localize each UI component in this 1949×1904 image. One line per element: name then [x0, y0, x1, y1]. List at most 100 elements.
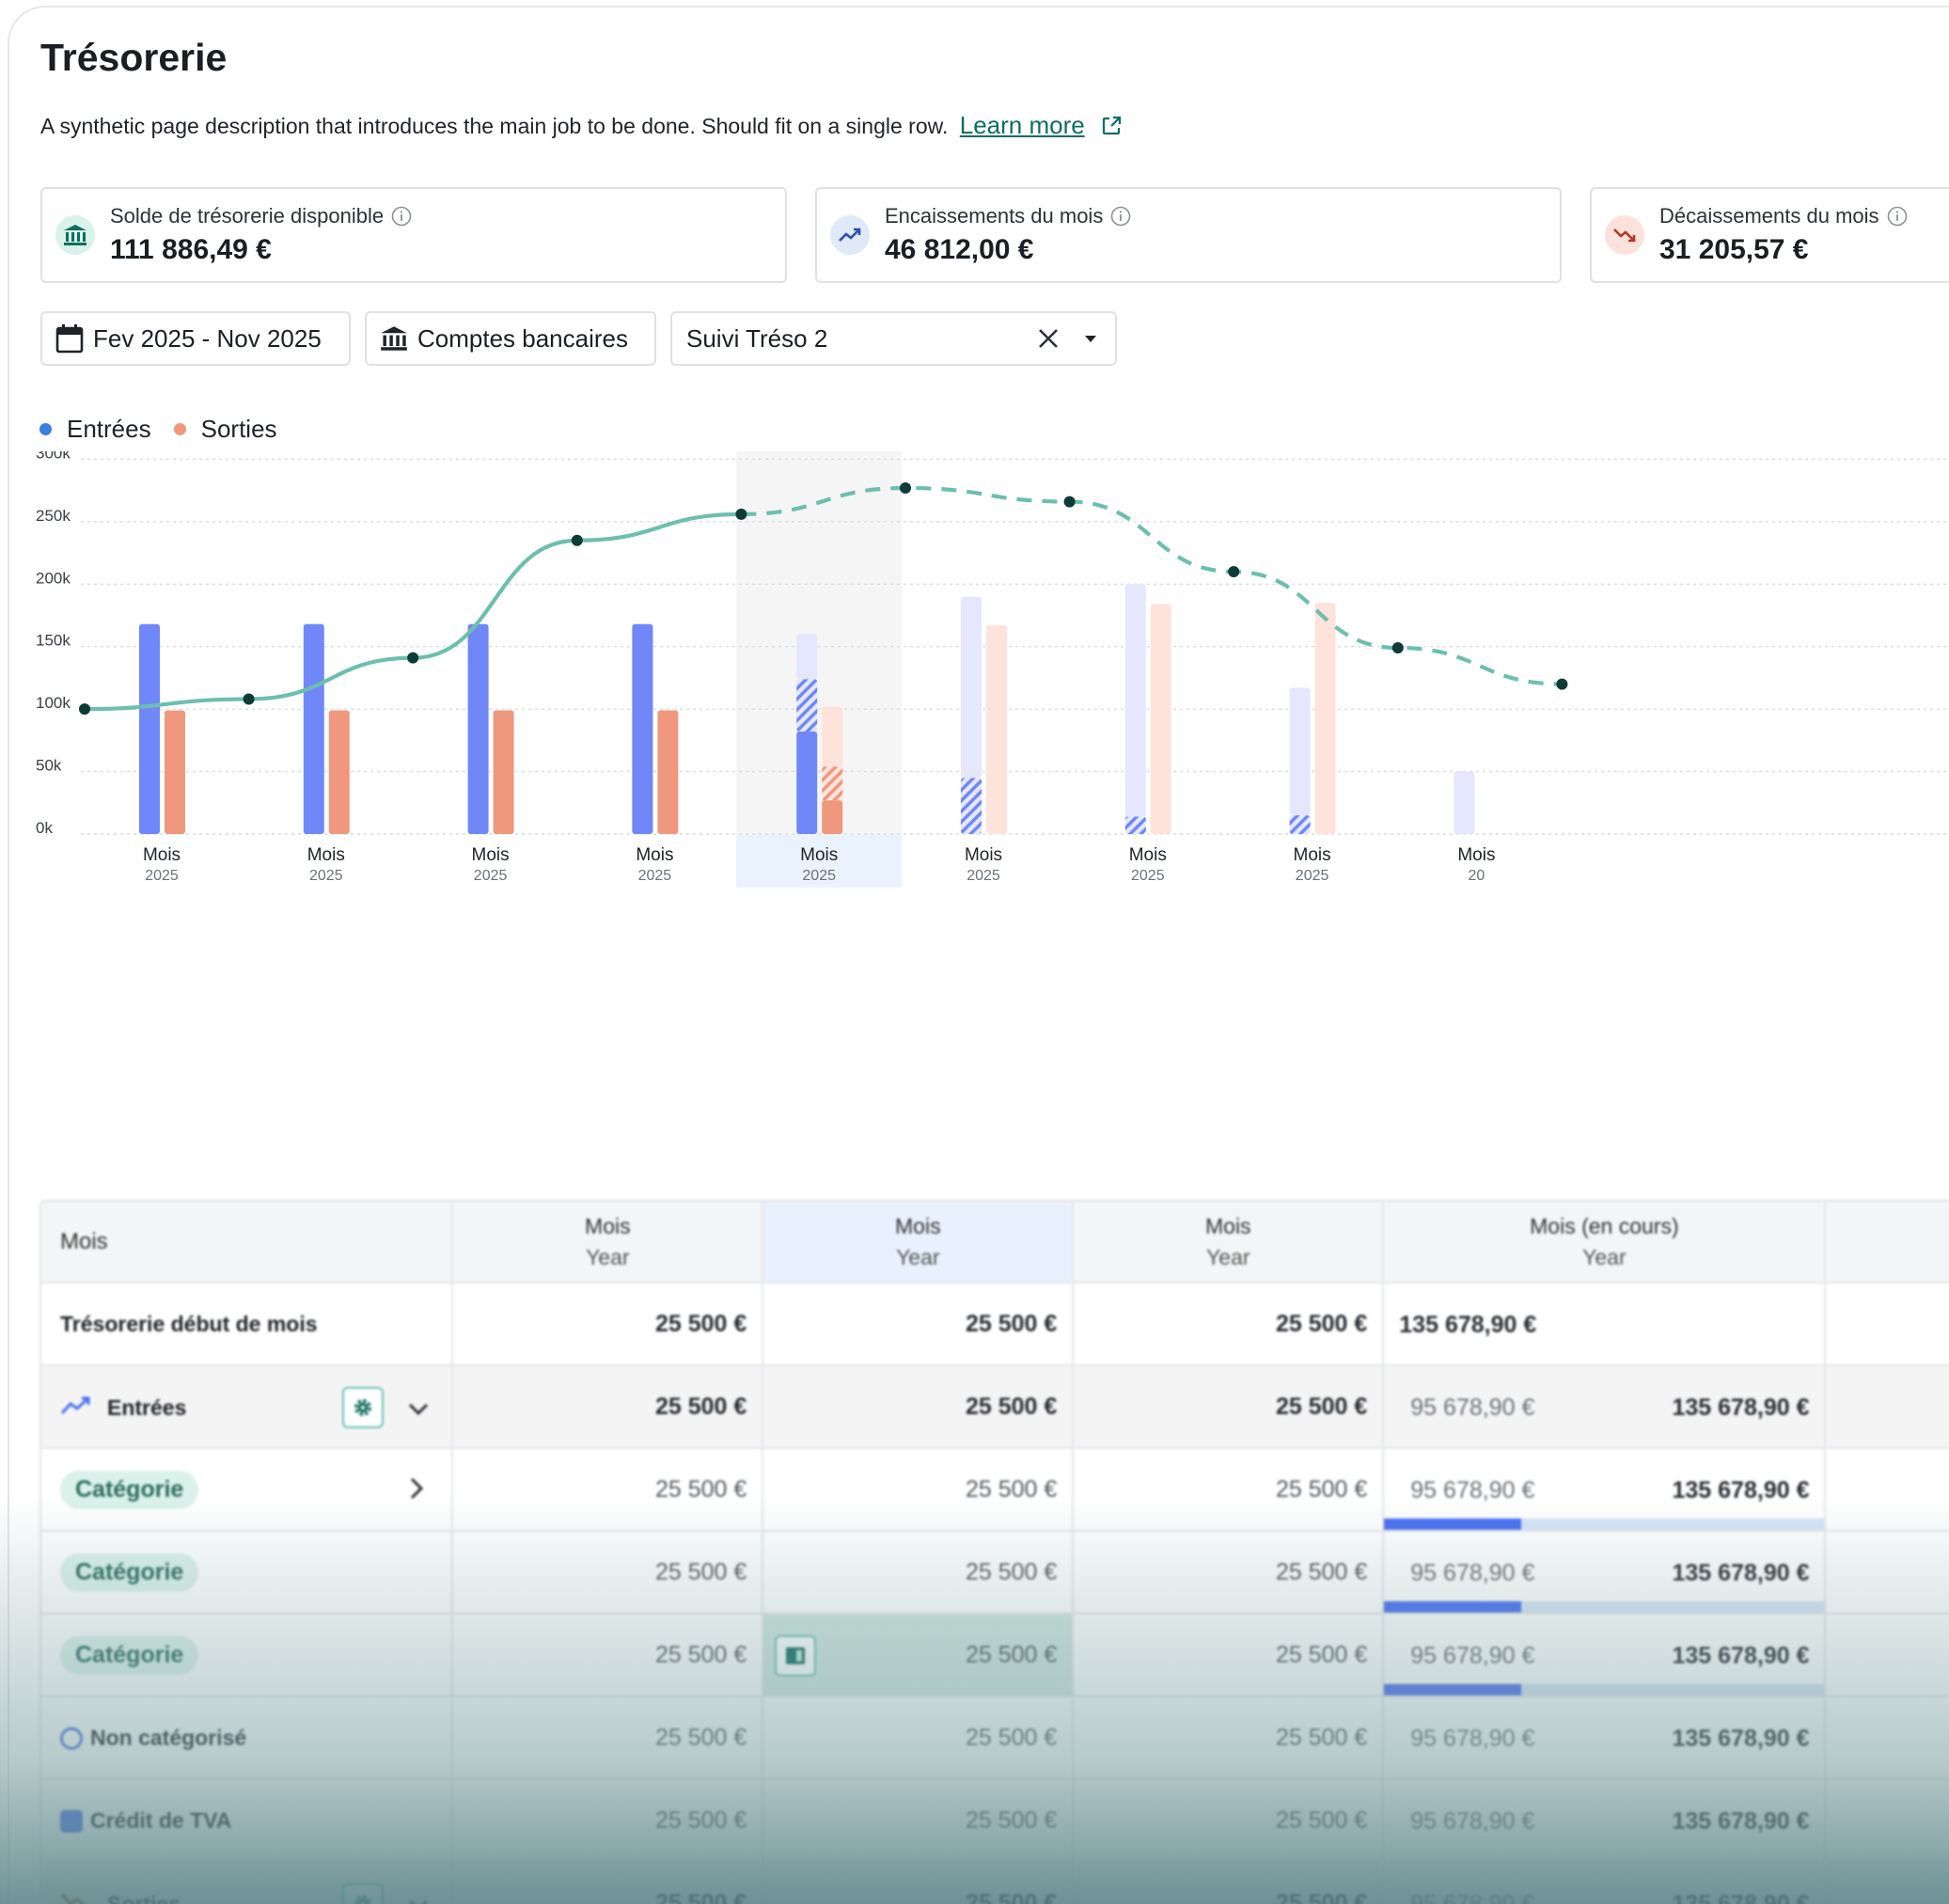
- chevron-right-icon[interactable]: [410, 1477, 424, 1505]
- clear-icon[interactable]: [1036, 326, 1061, 357]
- inflow-bar-hatched: [961, 778, 982, 834]
- table-cell[interactable]: 25 500 €: [762, 1365, 1075, 1449]
- outflow-bar-actual: [657, 710, 679, 834]
- table-cell[interactable]: 25 500 €: [1073, 1779, 1385, 1863]
- table-cell[interactable]: 25 500 €: [452, 1862, 764, 1904]
- table-cell-current[interactable]: 95 678,90 € 135 678,90 €: [1383, 1779, 1827, 1863]
- panel-icon[interactable]: [775, 1635, 817, 1676]
- table-cell-current[interactable]: 95 678,90 € 135 678,90 €: [1383, 1613, 1827, 1697]
- chevron-down-icon[interactable]: [1085, 336, 1096, 342]
- legend-item-outflows[interactable]: Sorties: [173, 415, 277, 444]
- table-cell[interactable]: 25 500 €: [762, 1862, 1075, 1904]
- table-cell[interactable]: 25 500 €: [1073, 1282, 1385, 1366]
- table-cell[interactable]: 25 500 €: [1073, 1531, 1385, 1614]
- column-header[interactable]: Mois Year: [452, 1202, 764, 1283]
- balance-point: [1391, 642, 1404, 654]
- category-chip[interactable]: Catégorie: [60, 1552, 199, 1592]
- table-cell[interactable]: 25 500 €: [762, 1696, 1075, 1780]
- info-icon[interactable]: [1887, 206, 1908, 232]
- outflow-bar-actual: [328, 710, 350, 834]
- column-title: Mois: [1205, 1213, 1251, 1238]
- kpi-value: 111 886,49 €: [110, 234, 272, 265]
- table-cell[interactable]: 25 500 €: [452, 1531, 764, 1614]
- kpi-label-text: Décaissements du mois: [1659, 204, 1879, 228]
- trend-down-icon: [60, 1891, 92, 1904]
- table-cell[interactable]: 25 500 €: [452, 1282, 764, 1366]
- table-cell[interactable]: 25 500 €: [1073, 1696, 1385, 1780]
- table-row-outflows[interactable]: Sorties 25 500 € 25 500 € 25 500 € 95 67…: [41, 1862, 1949, 1904]
- outflow-bar-forecast: [822, 706, 843, 767]
- description-text: A synthetic page description that introd…: [40, 114, 949, 138]
- row-label: Sorties: [107, 1892, 181, 1904]
- table-cell-current[interactable]: 95 678,90 € 135 678,90 €: [1383, 1365, 1827, 1449]
- table-cell[interactable]: 25 500 €: [762, 1531, 1075, 1614]
- table-row-inflows[interactable]: Entrées 25 500 € 25 500 € 25 500 € 95 67…: [41, 1365, 1949, 1449]
- column-header[interactable]: Mois Year: [1073, 1202, 1385, 1283]
- balance-point: [900, 481, 911, 494]
- table-row-category[interactable]: Catégorie 25 500 € 25 500 € 25 500 € 95 …: [41, 1613, 1949, 1697]
- table-cell[interactable]: 25 500 €: [452, 1448, 764, 1532]
- table-cell[interactable]: 25 500 €: [452, 1365, 764, 1449]
- table-cell[interactable]: 25 500 €: [762, 1282, 1075, 1366]
- table-cell: [1825, 1448, 1949, 1532]
- table-cell[interactable]: 25 500 €: [1073, 1365, 1385, 1449]
- table-cell-editing[interactable]: 25 500 €: [762, 1613, 1075, 1697]
- table-cell[interactable]: 25 500 €: [762, 1448, 1075, 1532]
- balance-point: [1228, 566, 1240, 577]
- scenario-select[interactable]: Suivi Tréso 2: [670, 311, 1117, 366]
- accounts-label: Comptes bancaires: [417, 323, 628, 353]
- inflow-bar-actual: [303, 623, 324, 834]
- calendar-icon: [55, 323, 84, 354]
- inflow-bar-forecast: [796, 634, 818, 680]
- cashflow-table: Mois Mois Year Mois Year Mois Year Mois (en…: [39, 1200, 1949, 1904]
- table-cell-current[interactable]: 135 678,90 €: [1383, 1282, 1827, 1366]
- chevron-down-icon[interactable]: [408, 1393, 429, 1423]
- cell-actual: 95 678,90 €: [1410, 1560, 1535, 1586]
- cell-value: 135 678,90 €: [1399, 1312, 1537, 1338]
- legend-dot-icon: [173, 423, 186, 435]
- info-icon[interactable]: [391, 206, 412, 232]
- table-row-category[interactable]: Catégorie 25 500 € 25 500 € 25 500 € 95 …: [41, 1531, 1949, 1614]
- inflow-bar-actual: [467, 623, 489, 834]
- accounts-button[interactable]: Comptes bancaires: [365, 311, 656, 366]
- table-cell[interactable]: 25 500 €: [762, 1779, 1075, 1863]
- cell-forecast: 135 678,90 €: [1672, 1891, 1810, 1904]
- table-cell-current[interactable]: 95 678,90 € 135 678,90 €: [1383, 1696, 1827, 1780]
- table-cell[interactable]: 25 500 €: [1073, 1613, 1385, 1697]
- column-header-current[interactable]: Mois (en cours) Year: [1383, 1202, 1827, 1283]
- table-cell-current[interactable]: 95 678,90 € 135 678,90 €: [1383, 1448, 1827, 1532]
- gear-icon[interactable]: [342, 1883, 384, 1904]
- trend-up-icon: [60, 1394, 92, 1423]
- y-tick-label: 250k: [36, 507, 71, 525]
- bank-icon: [55, 215, 95, 255]
- legend-item-inflows[interactable]: Entrées: [39, 415, 151, 444]
- table-cell[interactable]: 25 500 €: [452, 1779, 764, 1863]
- table-cell-current[interactable]: 95 678,90 € 135 678,90 €: [1383, 1531, 1827, 1614]
- table-row-vat-credit[interactable]: Crédit de TVA 25 500 € 25 500 € 25 500 €…: [41, 1779, 1949, 1863]
- inflow-bar-hatched: [1124, 816, 1146, 834]
- table: Mois Mois Year Mois Year Mois Year Mois (en…: [41, 1202, 1949, 1904]
- table-cell: [1825, 1862, 1949, 1904]
- table-cell[interactable]: 25 500 €: [452, 1613, 764, 1697]
- table-cell[interactable]: 25 500 €: [1073, 1448, 1385, 1532]
- external-link-icon[interactable]: [1100, 115, 1123, 143]
- table-cell[interactable]: 25 500 €: [452, 1696, 764, 1780]
- table-row-category[interactable]: Catégorie 25 500 € 25 500 € 25 500 € 95 …: [41, 1448, 1949, 1532]
- chevron-down-icon[interactable]: [408, 1889, 429, 1904]
- learn-more-link[interactable]: Learn more: [959, 111, 1085, 139]
- table-cell-current[interactable]: 95 678,90 € 135 678,90 €: [1383, 1862, 1827, 1904]
- kpi-card-balance: Solde de trésorerie disponible 111 886,4…: [40, 187, 787, 283]
- chart-legend: Entrées Sorties: [39, 415, 300, 444]
- x-tick-sublabel: 2025: [474, 868, 508, 884]
- table-cell[interactable]: 25 500 €: [1073, 1862, 1385, 1904]
- kpi-label: Décaissements du mois: [1659, 204, 1908, 232]
- gear-icon[interactable]: [342, 1387, 384, 1428]
- category-chip[interactable]: Catégorie: [60, 1470, 199, 1509]
- inflow-bar-forecast: [1289, 687, 1311, 816]
- category-chip[interactable]: Catégorie: [60, 1635, 199, 1675]
- table-row-uncategorized[interactable]: Non catégorisé 25 500 € 25 500 € 25 500 …: [41, 1696, 1949, 1780]
- date-range-button[interactable]: Fev 2025 - Nov 2025: [40, 311, 351, 366]
- y-tick-label: 150k: [36, 632, 71, 650]
- info-icon[interactable]: [1110, 206, 1131, 232]
- column-header-selected[interactable]: Mois Year: [762, 1202, 1075, 1283]
